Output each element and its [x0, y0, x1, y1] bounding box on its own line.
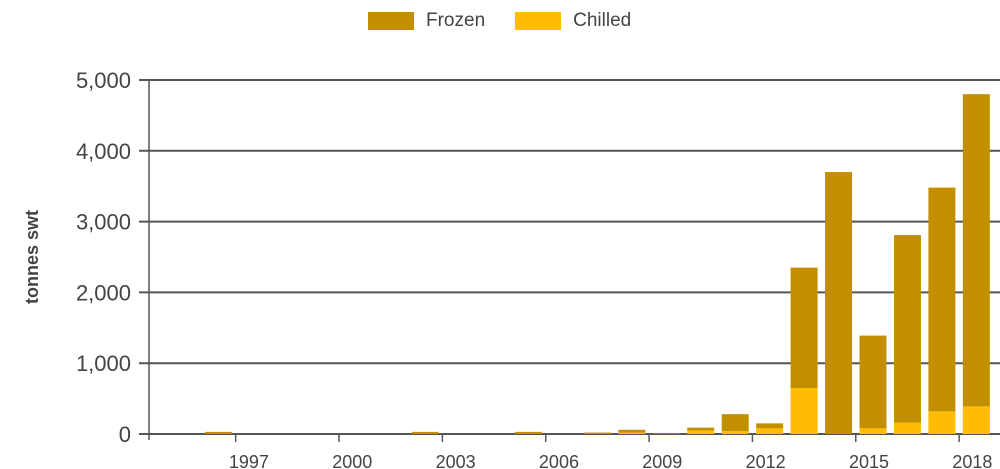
- bar-frozen-2011: [721, 414, 749, 432]
- x-tick-label: 2003: [436, 452, 476, 469]
- bar-chilled-2012: [756, 428, 784, 434]
- bar-chilled-2013: [790, 387, 818, 434]
- bar-frozen-2005: [515, 431, 542, 434]
- bar-chilled-2017: [928, 411, 956, 434]
- x-tick-label: 1997: [229, 452, 269, 469]
- y-tick-label: 4,000: [76, 139, 131, 164]
- bar-chilled-2018: [962, 406, 990, 434]
- legend: Frozen Chilled: [368, 10, 661, 32]
- legend-swatch-frozen: [368, 12, 414, 30]
- y-tick-label: 0: [119, 422, 131, 447]
- x-tick-label: 2012: [746, 452, 786, 469]
- bar-frozen-2018: [962, 94, 990, 407]
- y-tick-label: 2,000: [76, 280, 131, 305]
- bar-frozen-2015: [859, 335, 887, 429]
- bar-frozen-2007: [583, 432, 611, 434]
- legend-item-chilled: Chilled: [515, 10, 631, 32]
- y-tick-label: 1,000: [76, 351, 131, 376]
- bar-frozen-2012: [756, 423, 784, 429]
- bar-frozen-2013: [790, 267, 818, 388]
- x-tick-label: 2009: [642, 452, 682, 469]
- x-tick-label: 2018: [952, 452, 992, 469]
- y-tick-label: 5,000: [76, 68, 131, 93]
- x-tick-label: 2000: [332, 452, 372, 469]
- bar-chilled-2008: [618, 432, 646, 434]
- y-axis-title: tonnes swt: [22, 210, 42, 304]
- bar-frozen-2008: [618, 429, 646, 433]
- bar-frozen-2009: [652, 433, 680, 434]
- bar-frozen-2010: [687, 427, 715, 431]
- bar-chilled-2011: [721, 431, 749, 434]
- bar-chilled-2015: [859, 428, 887, 434]
- legend-item-frozen: Frozen: [368, 10, 485, 32]
- legend-label-chilled: Chilled: [573, 10, 632, 31]
- x-tick-label: 2006: [539, 452, 579, 469]
- bar-frozen-2014: [825, 172, 853, 435]
- legend-label-frozen: Frozen: [426, 10, 486, 31]
- bar-frozen-2002: [411, 431, 439, 434]
- bar-chilled-2016: [893, 422, 921, 434]
- bar-chilled-2010: [687, 430, 715, 434]
- x-tick-label: 2015: [849, 452, 889, 469]
- bar-frozen-2017: [928, 187, 956, 412]
- legend-swatch-chilled: [515, 12, 562, 30]
- bar-frozen-1996: [204, 431, 232, 434]
- y-tick-label: 3,000: [76, 210, 131, 235]
- bar-frozen-2016: [893, 235, 921, 423]
